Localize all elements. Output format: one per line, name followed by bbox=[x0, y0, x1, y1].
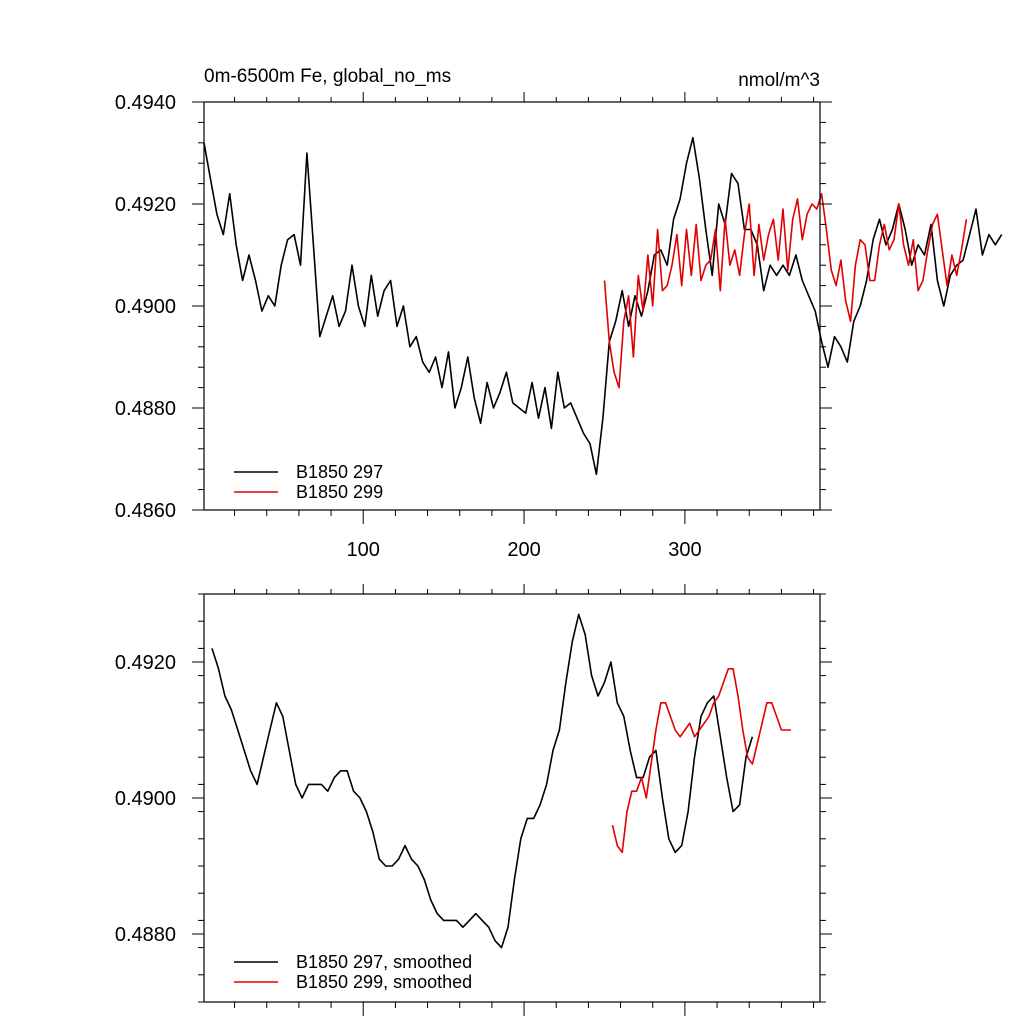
y-tick-label: 0.4920 bbox=[115, 194, 176, 216]
y-tick-label: 0.4900 bbox=[115, 788, 176, 810]
bottom-series-layer bbox=[211, 613, 791, 949]
legend-label-b1850-297-smoothed: B1850 297, smoothed bbox=[296, 952, 472, 972]
bottom-panel: 0.4920 0.4900 0.4880 B1850 297, smoothed B… bbox=[115, 584, 832, 1016]
series-line-b1850-299 bbox=[603, 193, 968, 389]
legend-label-b1850-299: B1850 299 bbox=[296, 482, 383, 502]
top-panel: 0m-6500m Fe, global_no_ms nmol/m^3 100 20… bbox=[115, 66, 1003, 561]
bottom-plot-frame bbox=[203, 593, 821, 1003]
x-tick-label: 100 bbox=[347, 539, 380, 561]
x-tick-label: 200 bbox=[507, 539, 540, 561]
bottom-legend: B1850 297, smoothed B1850 299, smoothed bbox=[234, 952, 472, 992]
top-ticks: 100 200 300 0.4940 0.4920 0.4900 0.4880 0.4860 bbox=[115, 92, 832, 561]
series-line-b1850-299-smoothed bbox=[611, 668, 791, 854]
legend-label-b1850-299-smoothed: B1850 299, smoothed bbox=[296, 972, 472, 992]
y-tick-label: 0.4920 bbox=[115, 652, 176, 674]
y-tick-label: 0.4880 bbox=[115, 924, 176, 946]
legend-label-b1850-297: B1850 297 bbox=[296, 462, 383, 482]
units-label: nmol/m^3 bbox=[738, 70, 820, 91]
y-tick-label: 0.4940 bbox=[115, 92, 176, 114]
series-line-b1850-297-smoothed bbox=[211, 613, 754, 949]
top-plot-frame bbox=[203, 101, 821, 511]
top-series-layer bbox=[203, 136, 1003, 476]
top-legend: B1850 297 B1850 299 bbox=[234, 462, 383, 502]
chart-title: 0m-6500m Fe, global_no_ms bbox=[204, 66, 451, 87]
y-tick-label: 0.4900 bbox=[115, 296, 176, 318]
series-line-b1850-297 bbox=[203, 136, 1003, 476]
bottom-ticks: 0.4920 0.4900 0.4880 bbox=[115, 584, 832, 1016]
y-tick-label: 0.4880 bbox=[115, 398, 176, 420]
x-tick-label: 300 bbox=[668, 539, 701, 561]
y-tick-label: 0.4860 bbox=[115, 500, 176, 522]
